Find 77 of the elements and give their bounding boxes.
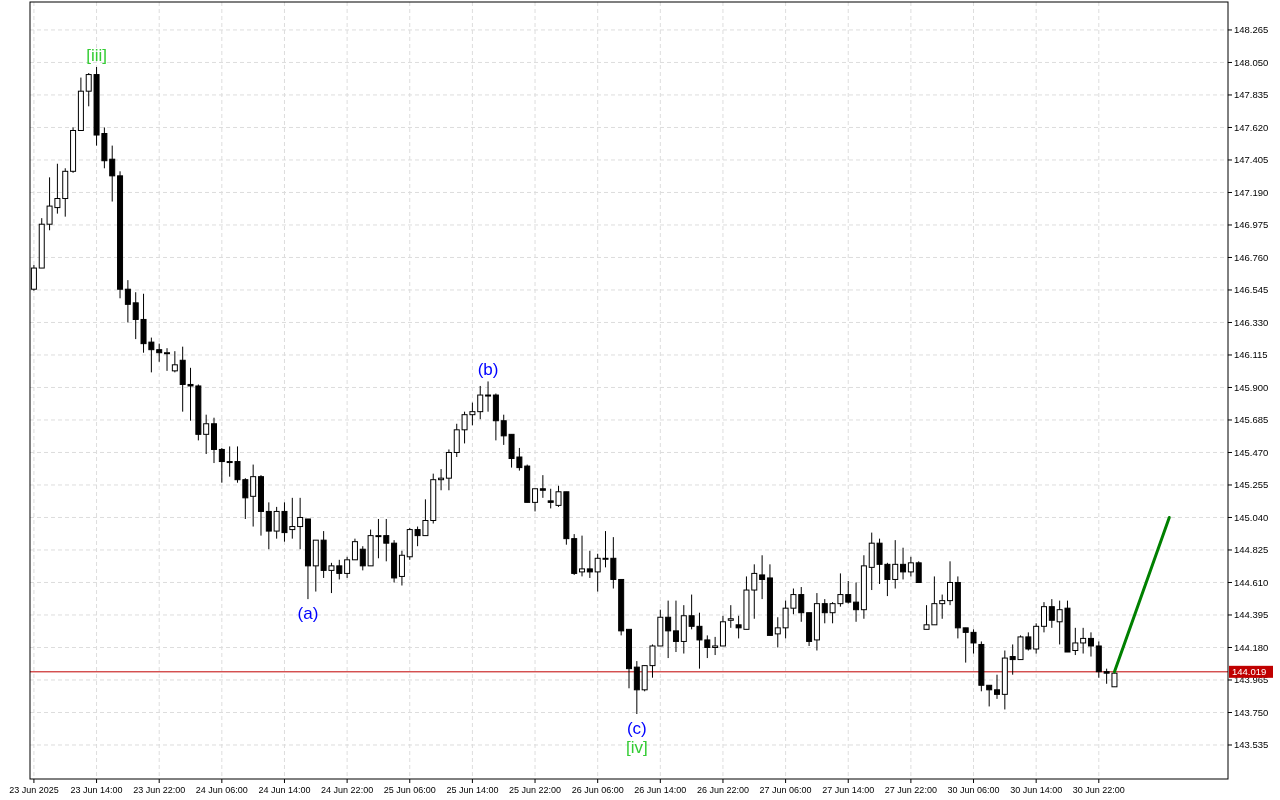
y-tick-label: 147.405 <box>1234 154 1269 166</box>
x-tick-label: 30 Jun 22:00 <box>1072 785 1125 795</box>
y-tick-label: 146.975 <box>1234 219 1269 231</box>
candlestick <box>1087 631 1094 658</box>
candlestick <box>1040 601 1047 633</box>
candlestick <box>351 538 358 561</box>
y-tick-label: 143.535 <box>1234 739 1269 751</box>
y-tick-label: 147.835 <box>1234 89 1269 101</box>
candlestick <box>994 674 1001 700</box>
y-tick-label: 145.900 <box>1234 381 1269 393</box>
y-tick-label: 145.040 <box>1234 511 1269 523</box>
candlestick <box>485 380 492 413</box>
candlestick <box>712 636 719 656</box>
candlestick <box>579 535 586 577</box>
candlestick <box>203 414 210 455</box>
y-tick-label: 145.685 <box>1234 414 1269 426</box>
x-tick-label: 23 Jun 14:00 <box>70 785 123 795</box>
y-tick-label: 144.395 <box>1234 609 1269 621</box>
candlestick <box>586 550 593 579</box>
x-tick-label: 24 Jun 22:00 <box>321 785 374 795</box>
x-tick-label: 27 Jun 22:00 <box>884 785 937 795</box>
y-tick-label: 146.545 <box>1234 284 1269 296</box>
x-tick-label: 24 Jun 06:00 <box>195 785 248 795</box>
y-tick-label: 147.620 <box>1234 121 1269 133</box>
y-tick-label: 146.115 <box>1234 349 1268 361</box>
x-tick-label: 27 Jun 14:00 <box>822 785 875 795</box>
candlestick <box>1033 622 1040 655</box>
candlestick <box>915 560 922 583</box>
y-tick-label: 145.470 <box>1234 446 1269 458</box>
annotation: [iii] <box>86 46 107 65</box>
candlestick <box>900 547 907 580</box>
candlestick <box>398 550 405 587</box>
x-tick-label: 23 Jun 2025 <box>9 785 59 795</box>
x-tick-label: 27 Jun 06:00 <box>759 785 812 795</box>
candlestick <box>532 488 539 512</box>
candlestick <box>665 600 672 659</box>
y-tick-label: 146.760 <box>1234 251 1269 263</box>
y-tick-label: 148.265 <box>1234 24 1269 36</box>
candlestick <box>1080 627 1087 655</box>
candlestick <box>297 497 304 550</box>
y-tick-label: 148.050 <box>1234 56 1269 68</box>
x-tick-label: 25 Jun 14:00 <box>446 785 499 795</box>
y-tick-label: 144.180 <box>1234 641 1269 653</box>
candlestick <box>672 600 679 653</box>
annotation: (a) <box>297 604 319 624</box>
y-tick-label: 144.610 <box>1234 576 1269 588</box>
x-tick-label: 30 Jun 06:00 <box>947 785 1000 795</box>
y-tick-label: 144.825 <box>1234 544 1269 556</box>
candlestick <box>1048 598 1055 629</box>
x-tick-label: 25 Jun 06:00 <box>383 785 436 795</box>
x-tick-label: 25 Jun 22:00 <box>509 785 562 795</box>
x-tick-label: 23 Jun 22:00 <box>133 785 186 795</box>
candlestick <box>124 279 131 323</box>
candlestick <box>344 556 351 579</box>
candlestick <box>171 350 178 373</box>
candlestick <box>539 474 546 499</box>
y-tick-label: 147.190 <box>1234 186 1269 198</box>
candlestick <box>759 554 766 600</box>
x-tick-label: 26 Jun 22:00 <box>696 785 749 795</box>
x-tick-label: 26 Jun 06:00 <box>571 785 624 795</box>
candlestick <box>853 581 860 623</box>
y-tick-label: 146.330 <box>1234 316 1269 328</box>
candlestick <box>907 556 914 577</box>
candlestick <box>218 447 225 484</box>
annotation: (b) <box>477 360 499 380</box>
candlestick <box>727 604 734 629</box>
candlestick <box>947 560 954 606</box>
annotation: [iv] <box>625 738 648 757</box>
annotation: (c) <box>626 719 647 738</box>
y-tick-label: 143.750 <box>1234 706 1269 718</box>
candlestick <box>164 347 171 372</box>
x-tick-label: 26 Jun 14:00 <box>634 785 687 795</box>
y-tick-label: 145.255 <box>1234 479 1269 491</box>
x-tick-label: 30 Jun 14:00 <box>1010 785 1063 795</box>
x-tick-label: 24 Jun 14:00 <box>258 785 311 795</box>
candlestick <box>633 660 640 715</box>
candlestick <box>250 464 257 528</box>
